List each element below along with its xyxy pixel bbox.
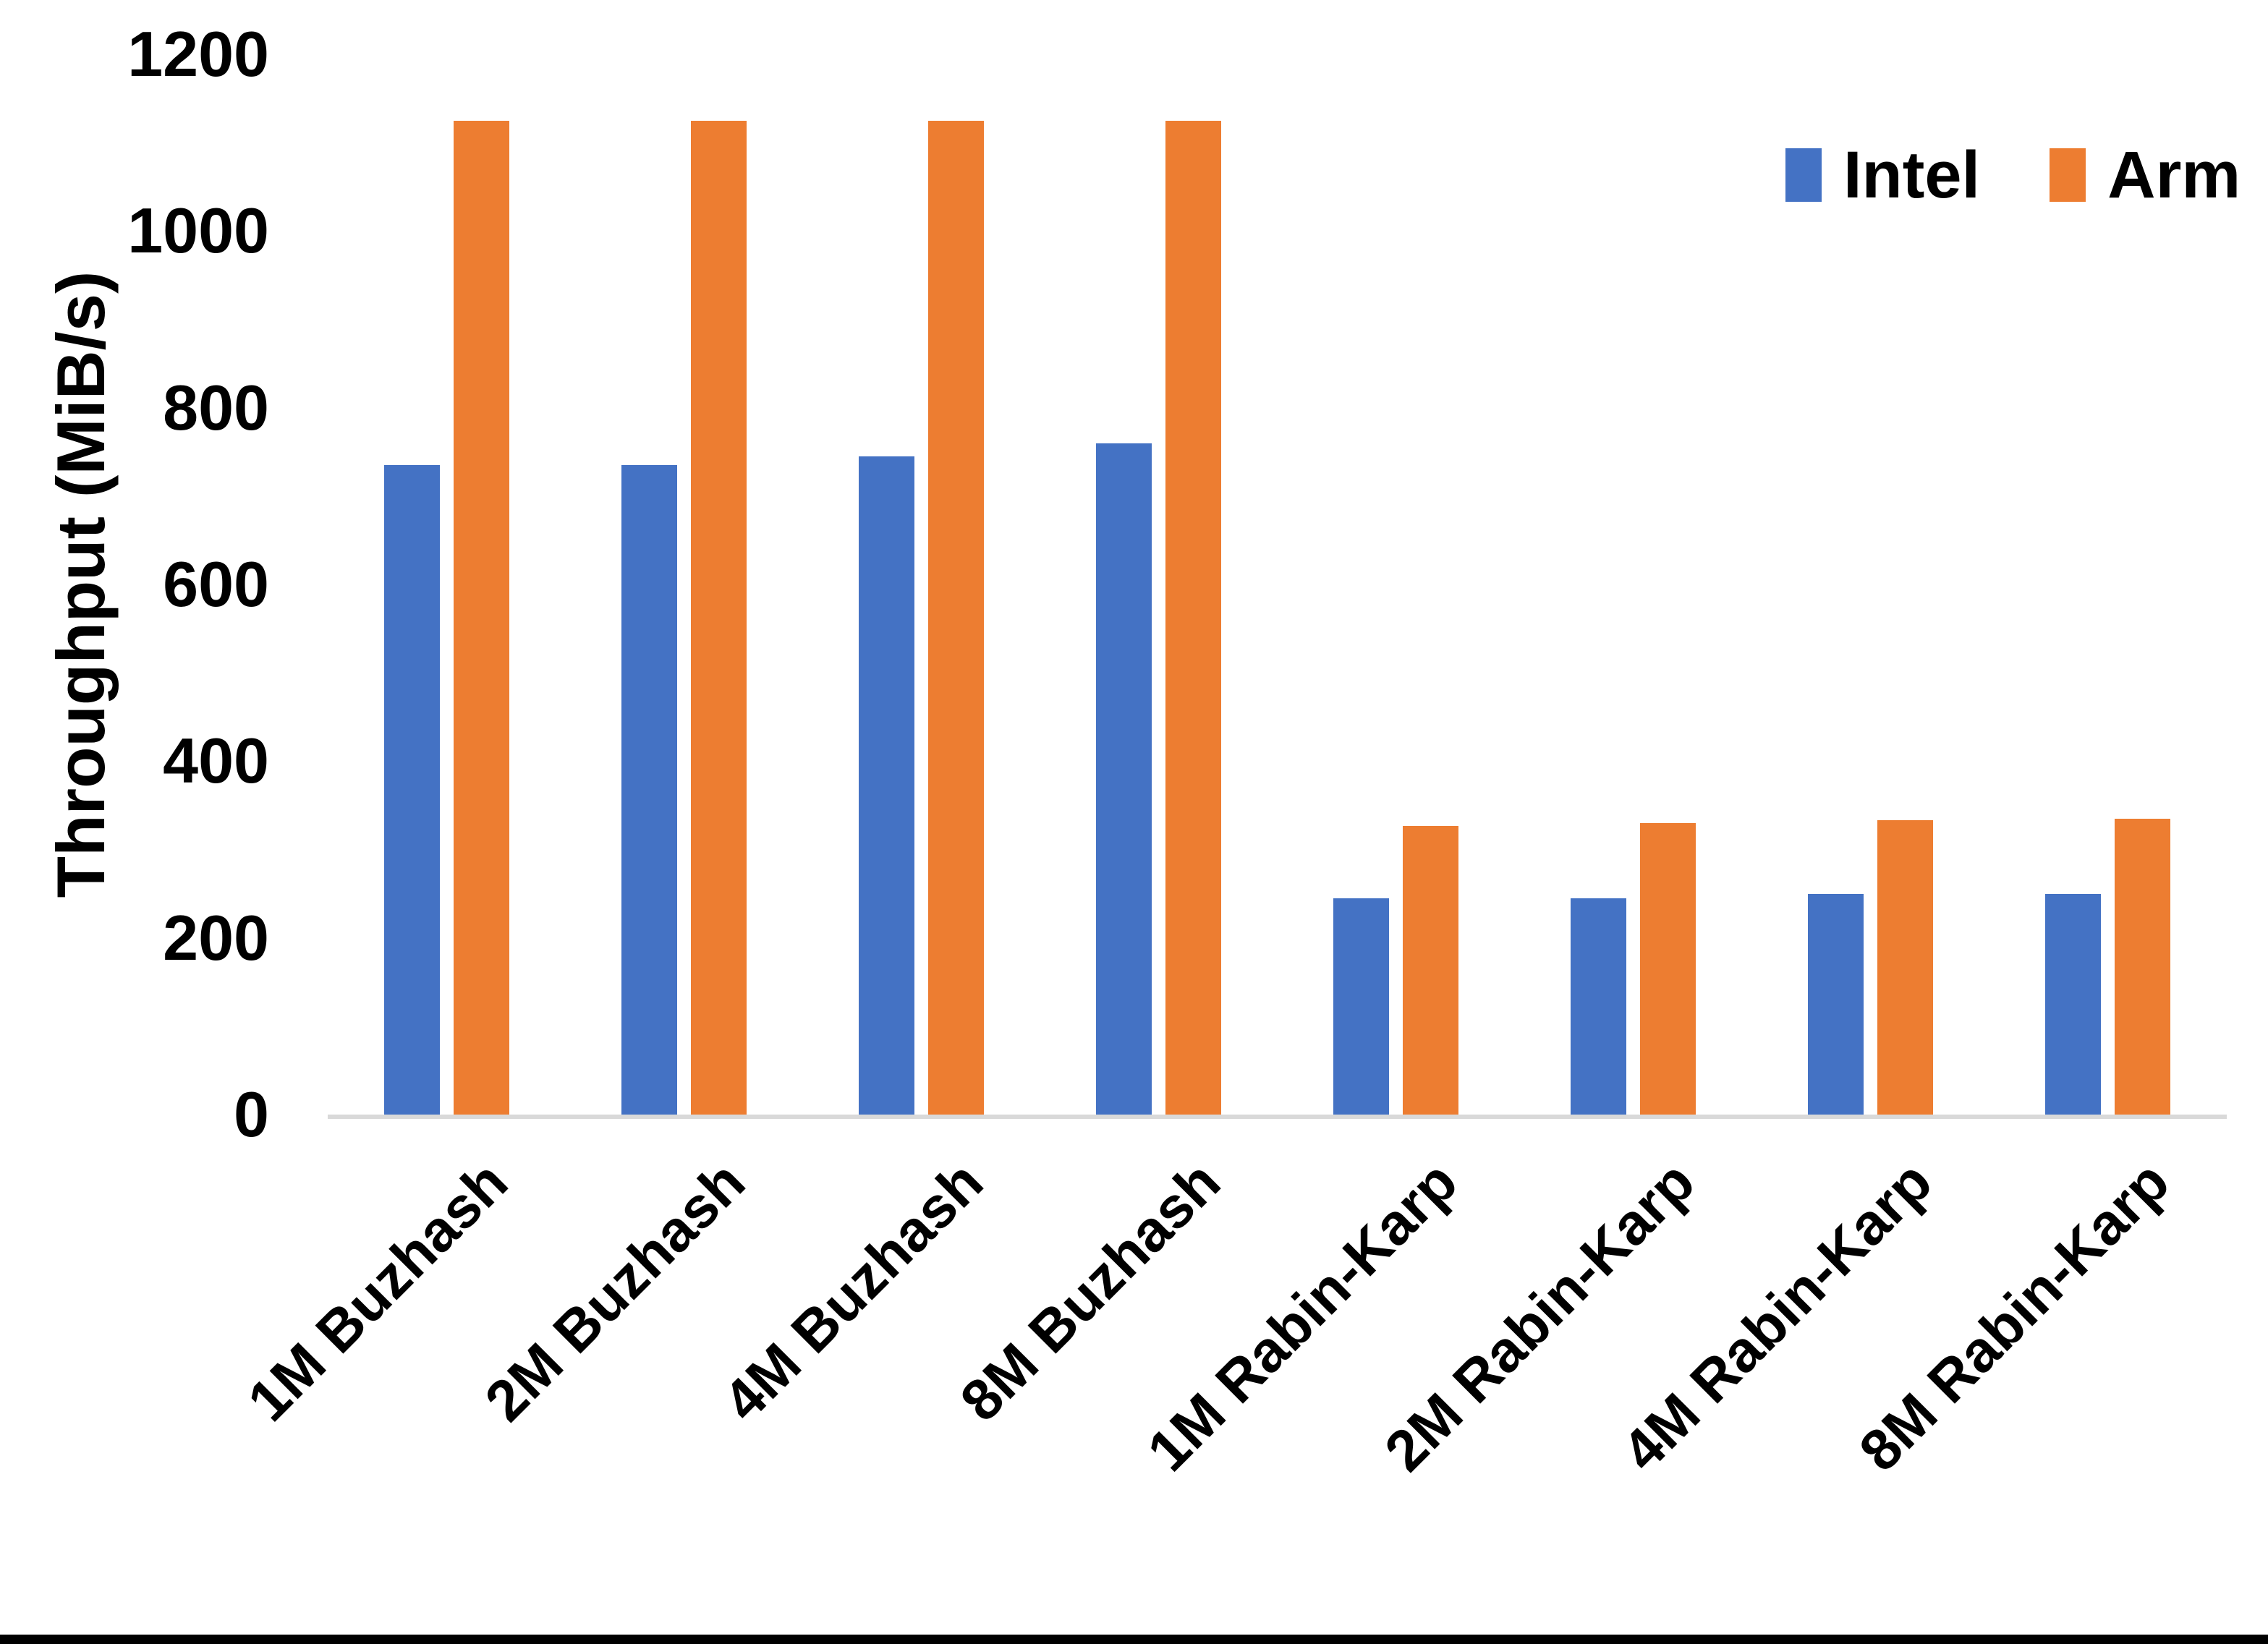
legend-item-intel: Intel	[1785, 142, 1980, 208]
arm-swatch-icon	[2050, 148, 2086, 202]
y-tick-600: 600	[163, 548, 269, 620]
legend-label-intel: Intel	[1843, 138, 1981, 212]
legend: Intel Arm	[1785, 142, 2241, 208]
y-tick-400: 400	[163, 725, 269, 797]
bar-intel-2m-rabin-karp	[1571, 898, 1627, 1115]
y-tick-1200: 1200	[127, 18, 269, 90]
bar-intel-1m-buzhash	[383, 465, 440, 1115]
intel-swatch-icon	[1785, 148, 1822, 202]
y-tick-200: 200	[163, 901, 269, 974]
y-tick-0: 0	[234, 1078, 269, 1150]
bar-intel-1m-rabin-karp	[1333, 898, 1390, 1115]
bar-intel-2m-buzhash	[621, 465, 677, 1115]
y-tick-1000: 1000	[127, 195, 269, 267]
bar-arm-1m-rabin-karp	[1403, 825, 1459, 1115]
y-tick-800: 800	[163, 371, 269, 443]
x-axis-line	[328, 1115, 2227, 1119]
bar-intel-4m-rabin-karp	[1808, 893, 1864, 1115]
bar-arm-4m-rabin-karp	[1877, 820, 1934, 1115]
legend-item-arm: Arm	[2050, 142, 2241, 208]
bar-intel-8m-buzhash	[1095, 443, 1152, 1115]
bar-arm-2m-rabin-karp	[1640, 822, 1696, 1115]
bottom-border-strip	[0, 1635, 2268, 1644]
bar-intel-8m-rabin-karp	[2045, 893, 2102, 1115]
bar-arm-8m-rabin-karp	[2115, 818, 2171, 1115]
bar-arm-2m-buzhash	[690, 120, 747, 1115]
bar-intel-4m-buzhash	[858, 456, 914, 1115]
bar-arm-4m-buzhash	[927, 120, 984, 1115]
bar-arm-8m-buzhash	[1165, 120, 1221, 1115]
bar-arm-1m-buzhash	[453, 120, 509, 1115]
legend-label-arm: Arm	[2107, 138, 2241, 212]
